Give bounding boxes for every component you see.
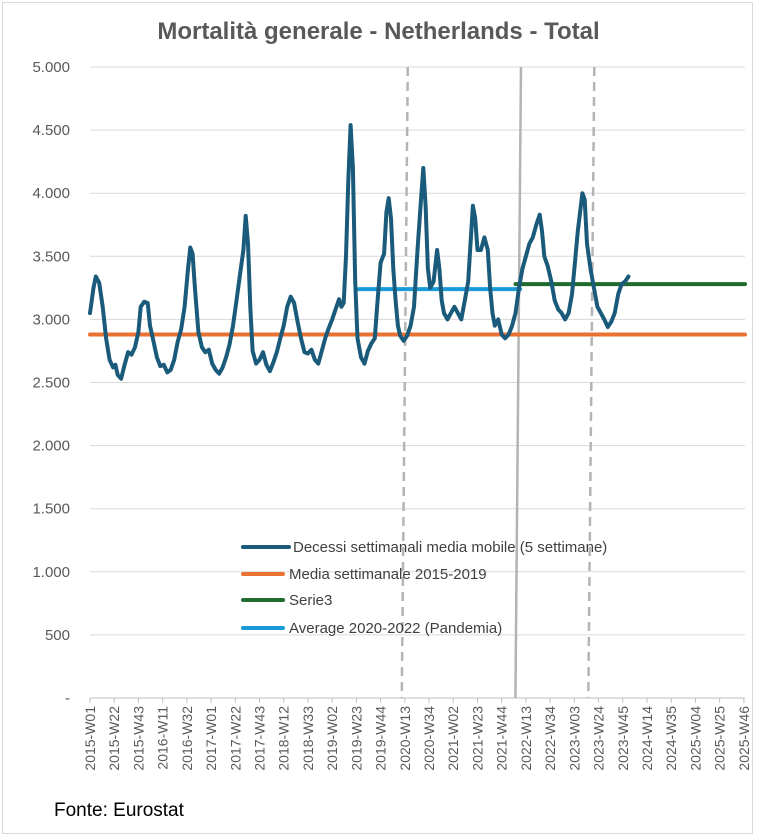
x-tick-label: 2017-W43 bbox=[252, 706, 268, 771]
x-tick-label: 2023-W03 bbox=[566, 706, 582, 771]
legend-label: Decessi settimanali media mobile (5 sett… bbox=[293, 539, 607, 556]
x-tick-label: 2016-W32 bbox=[179, 706, 195, 771]
x-tick-label: 2022-W13 bbox=[518, 706, 534, 771]
x-tick-label: 2016-W11 bbox=[155, 706, 171, 770]
dashed-marker-line bbox=[400, 66, 410, 699]
x-tick-label: 2019-W44 bbox=[373, 706, 389, 771]
x-tick-label: 2021-W23 bbox=[469, 706, 485, 771]
x-tick-label: 2025-W25 bbox=[712, 706, 728, 771]
source-note: Fonte: Eurostat bbox=[54, 800, 184, 821]
y-tick-label: 3.000 bbox=[32, 311, 70, 328]
x-tick-label: 2023-W45 bbox=[615, 706, 631, 771]
x-tick-label: 2015-W22 bbox=[106, 706, 122, 771]
chart-title: Mortalità generale - Netherlands - Total bbox=[157, 18, 600, 45]
x-tick-label: 2018-W12 bbox=[276, 706, 292, 771]
x-tick-label: 2020-W13 bbox=[397, 706, 413, 771]
x-tick-label: 2015-W01 bbox=[82, 706, 98, 771]
x-tick-label: 2017-W22 bbox=[227, 706, 243, 771]
x-tick-label: 2024-W35 bbox=[663, 706, 679, 771]
x-tick-label: 2021-W02 bbox=[445, 706, 461, 771]
legend-label: Average 2020-2022 (Pandemia) bbox=[289, 620, 502, 637]
x-tick-label: 2019-W23 bbox=[348, 706, 364, 771]
x-tick-label: 2021-W44 bbox=[494, 706, 510, 771]
y-tick-label: 2.500 bbox=[32, 375, 70, 392]
x-tick-label: 2019-W02 bbox=[324, 706, 340, 771]
x-tick-label: 2024-W14 bbox=[639, 706, 655, 771]
x-tick-label: 2018-W33 bbox=[300, 706, 316, 771]
y-tick-label: 3.500 bbox=[32, 248, 70, 265]
x-tick-label: 2023-W24 bbox=[591, 706, 607, 771]
x-tick-label: 2025-W46 bbox=[736, 706, 752, 771]
legend-label: Media settimanale 2015-2019 bbox=[289, 566, 487, 583]
y-tick-label: - bbox=[65, 690, 70, 707]
dashed-marker-line bbox=[587, 66, 596, 699]
y-tick-label: 4.500 bbox=[32, 122, 70, 139]
y-tick-label: 4.000 bbox=[32, 185, 70, 202]
reference-line bbox=[514, 66, 523, 699]
x-tick-label: 2025-W04 bbox=[687, 706, 703, 771]
x-tick-label: 2020-W34 bbox=[421, 706, 437, 771]
y-tick-label: 5.000 bbox=[32, 59, 70, 76]
x-tick-label: 2015-W43 bbox=[130, 706, 146, 771]
y-tick-label: 500 bbox=[45, 627, 70, 644]
x-tick-label: 2022-W34 bbox=[542, 706, 558, 771]
x-tick-label: 2017-W01 bbox=[203, 706, 219, 771]
y-tick-label: 1.000 bbox=[32, 564, 70, 581]
y-tick-label: 1.500 bbox=[32, 501, 70, 518]
y-tick-label: 2.000 bbox=[32, 438, 70, 455]
series-line-0 bbox=[88, 123, 631, 381]
legend-label: Serie3 bbox=[289, 592, 332, 609]
